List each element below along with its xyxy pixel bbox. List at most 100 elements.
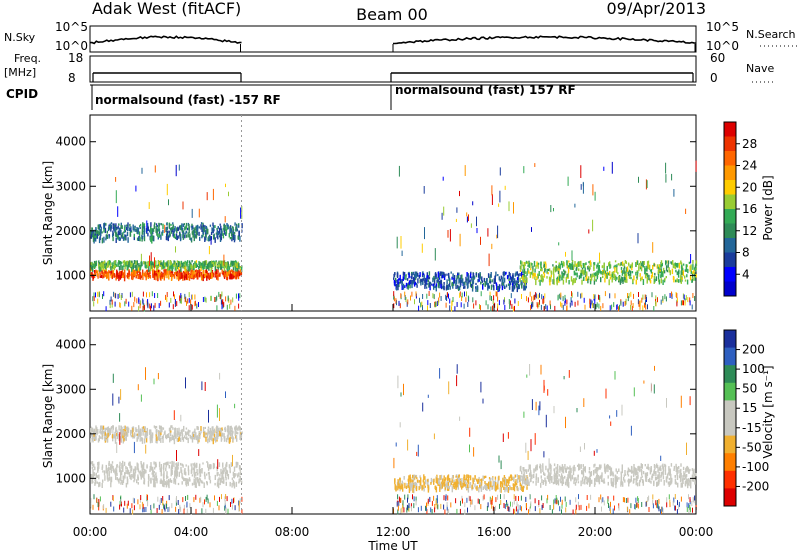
data-cell — [497, 296, 499, 302]
data-cell — [405, 275, 407, 281]
data-cell — [644, 268, 646, 275]
data-cell — [630, 479, 632, 483]
data-cell — [558, 478, 560, 482]
data-cell — [142, 305, 144, 311]
data-cell — [140, 275, 143, 278]
data-cell — [183, 508, 185, 514]
data-cell — [166, 236, 168, 241]
data-cell — [675, 466, 677, 472]
data-cell — [672, 500, 674, 506]
data-cell — [187, 482, 189, 486]
data-cell — [166, 500, 168, 506]
data-cell — [611, 277, 613, 283]
data-cell — [504, 286, 506, 289]
data-cell — [460, 274, 462, 280]
data-cell — [684, 300, 686, 306]
data-cell — [208, 476, 210, 480]
data-cell — [157, 266, 160, 269]
data-cell — [449, 278, 451, 284]
data-cell — [154, 165, 156, 173]
data-cell — [194, 436, 196, 440]
data-cell — [162, 496, 164, 501]
data-cell — [422, 479, 424, 483]
data-cell — [97, 467, 99, 473]
data-cell — [612, 472, 614, 476]
data-cell — [447, 495, 449, 501]
data-cell — [112, 496, 114, 502]
data-cell — [203, 226, 205, 232]
data-cell — [127, 226, 129, 231]
data-cell — [110, 271, 113, 274]
data-cell — [412, 271, 414, 276]
data-cell — [632, 303, 634, 308]
data-cell — [129, 474, 131, 479]
data-cell — [207, 466, 210, 471]
data-cell — [437, 279, 439, 283]
data-cell — [155, 425, 158, 428]
data-cell — [177, 466, 179, 470]
data-cell — [145, 507, 147, 512]
data-cell — [623, 276, 625, 282]
data-cell — [542, 463, 544, 468]
data-cell — [559, 506, 561, 512]
data-cell — [401, 507, 403, 513]
data-cell — [124, 234, 126, 239]
data-cell — [463, 476, 465, 482]
data-cell — [414, 299, 415, 305]
data-cell — [169, 266, 171, 271]
data-cell — [473, 478, 475, 482]
data-cell — [165, 435, 167, 439]
data-cell — [174, 226, 176, 232]
data-cell — [112, 234, 114, 238]
data-cell — [137, 270, 139, 273]
data-cell — [656, 464, 659, 469]
data-cell — [609, 261, 611, 265]
data-cell — [150, 265, 152, 270]
data-cell — [398, 300, 400, 306]
data-cell — [549, 279, 551, 286]
data-cell — [153, 425, 156, 428]
data-cell — [195, 471, 197, 477]
data-band — [519, 463, 697, 489]
data-cell — [204, 269, 207, 274]
data-cell — [588, 229, 590, 234]
data-cell — [131, 266, 133, 272]
data-cell — [434, 504, 436, 509]
data-cell — [564, 271, 567, 274]
data-cell — [223, 224, 225, 227]
data-cell — [439, 280, 441, 285]
data-cell — [92, 504, 94, 510]
data-cell — [424, 227, 425, 240]
data-cell — [525, 480, 527, 486]
data-cell — [503, 484, 505, 487]
data-cell — [501, 482, 504, 488]
data-cell — [458, 286, 461, 291]
data-cell — [531, 271, 533, 275]
data-cell — [621, 261, 624, 265]
data-cell — [210, 295, 212, 301]
data-cell — [401, 285, 403, 290]
data-cell — [215, 466, 218, 469]
data-cell — [404, 295, 406, 300]
data-cell — [115, 275, 117, 281]
data-cell — [135, 261, 137, 266]
data-cell — [169, 438, 171, 443]
data-cell — [568, 471, 570, 474]
data-cell — [228, 191, 229, 197]
data-cell — [126, 224, 128, 227]
data-cell — [561, 464, 564, 468]
data-cell — [596, 270, 598, 275]
data-cell — [204, 231, 207, 234]
data-cell — [513, 499, 515, 505]
data-cell — [544, 473, 546, 476]
data-cell — [236, 229, 238, 232]
data-cell — [221, 474, 223, 480]
data-cell — [507, 283, 510, 286]
data-cell — [182, 223, 185, 227]
data-cell — [491, 279, 493, 283]
data-cell — [167, 476, 169, 479]
data-cell — [652, 242, 654, 253]
data-cell — [397, 485, 399, 491]
data-cell — [515, 280, 517, 285]
